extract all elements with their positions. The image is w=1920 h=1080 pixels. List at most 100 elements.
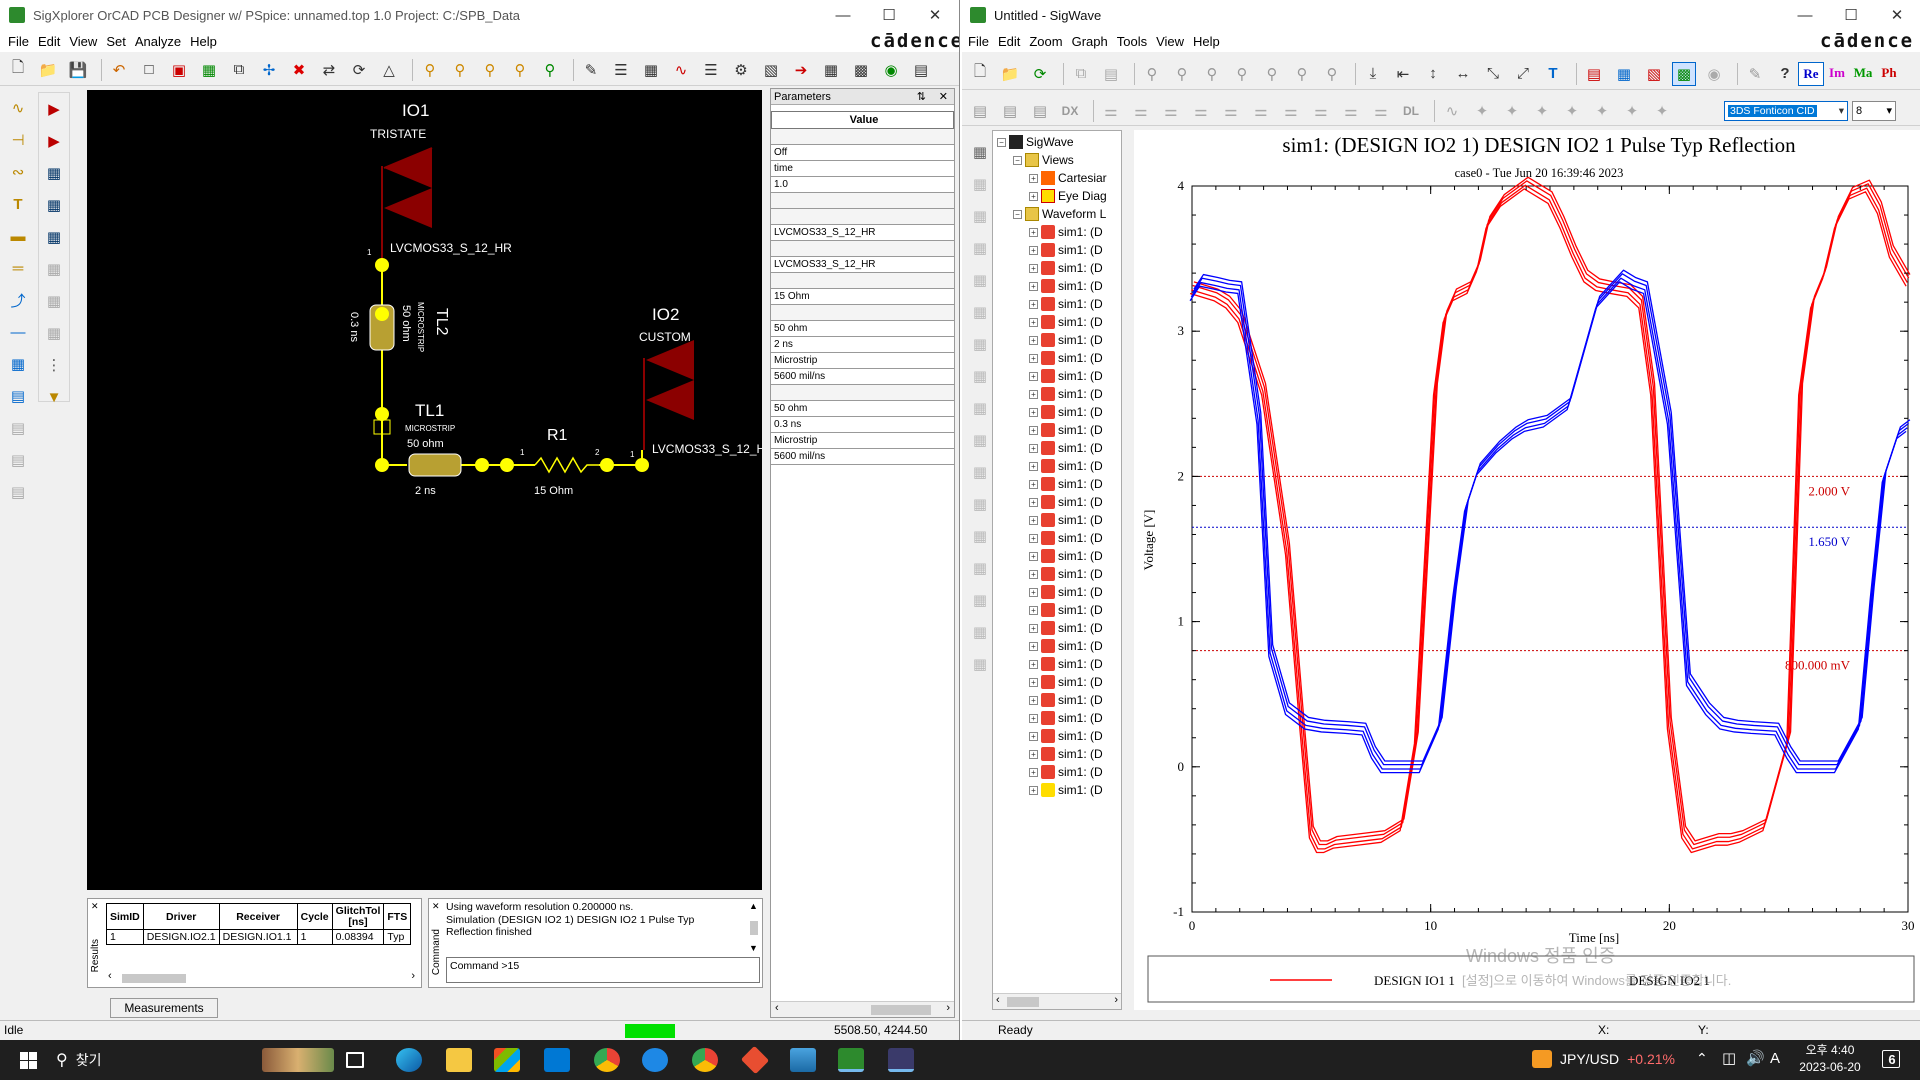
expand-icon[interactable]: + — [1029, 605, 1038, 615]
tree-waveform-item[interactable]: + sim1: (D — [997, 691, 1121, 709]
help-icon[interactable]: ? — [1780, 65, 1790, 82]
new-icon[interactable]: 🗋 — [11, 59, 25, 76]
tree-waveform-item[interactable]: + sim1: (D — [997, 421, 1121, 439]
expand-icon[interactable]: + — [1029, 677, 1038, 687]
expand-icon[interactable]: + — [1029, 353, 1038, 363]
table-icon[interactable]: ▦ — [643, 61, 659, 79]
eye-view-icon[interactable]: ▩ — [1672, 61, 1696, 86]
results-scrollbar[interactable]: ‹ › — [108, 970, 415, 983]
sigwave-taskbar-icon[interactable] — [888, 1048, 914, 1072]
expand-icon[interactable]: + — [1029, 443, 1038, 453]
parameters-scrollbar[interactable]: ‹ › — [771, 1001, 954, 1017]
tree-waveform-item[interactable]: + sim1: (D — [997, 619, 1121, 637]
notification-button[interactable]: 6 — [1880, 1048, 1904, 1072]
tree-waveform-item[interactable]: + sim1: (D — [997, 349, 1121, 367]
expand-icon[interactable]: + — [1029, 641, 1038, 651]
tree-waveform-item[interactable]: + sim1: (D — [997, 511, 1121, 529]
expand-icon[interactable]: + — [1029, 245, 1038, 255]
flip-icon[interactable]: △ — [383, 61, 395, 79]
paint-icon[interactable]: ✎ — [1748, 65, 1762, 83]
coupled-line-tool-icon[interactable]: ═ — [12, 259, 24, 277]
log-scrollbar[interactable]: ▲ ▼ — [749, 901, 758, 953]
param-row[interactable]: 2 ns — [771, 337, 954, 353]
tree-eye-diagram[interactable]: + Eye Diag — [997, 187, 1121, 205]
expand-icon[interactable]: + — [1029, 515, 1038, 525]
param-row[interactable]: 5600 mil/ns — [771, 369, 954, 385]
tree-waveform-item[interactable]: + sim1: (D — [997, 583, 1121, 601]
menu-view[interactable]: View — [1156, 33, 1185, 49]
layers-icon[interactable]: ◉ — [884, 61, 898, 79]
grid-icon[interactable]: ▦ — [823, 61, 839, 79]
menu-help[interactable]: Help — [1193, 33, 1220, 49]
menu-edit[interactable]: Edit — [997, 33, 1021, 49]
volume-icon[interactable]: 🔊 — [1746, 1050, 1765, 1067]
tree-scrollbar[interactable]: ‹ › — [993, 993, 1121, 1009]
tree-waveform-item[interactable]: + sim1: (D — [997, 223, 1121, 241]
network-icon[interactable]: ◫ — [1722, 1050, 1737, 1067]
expand-icon[interactable]: + — [1029, 407, 1038, 417]
command-input[interactable]: Command >15 — [446, 957, 760, 983]
param-row[interactable]: 0.3 ns — [771, 417, 954, 433]
param-row[interactable]: 15 Ohm — [771, 289, 954, 305]
menu-view[interactable]: View — [69, 33, 98, 49]
expand-icon[interactable]: + — [1029, 299, 1038, 309]
expand-icon[interactable]: + — [1029, 371, 1038, 381]
slope-icon[interactable]: ⤢ — [1516, 65, 1529, 82]
chart-view-icon[interactable]: ▧ — [1646, 65, 1662, 83]
tree-waveform-item[interactable]: + sim1: (D — [997, 493, 1121, 511]
search-highlight-image[interactable] — [262, 1048, 334, 1072]
maximize-button[interactable]: ☐ — [1844, 7, 1858, 24]
marker-left-icon[interactable]: ⇤ — [1396, 65, 1410, 83]
menu-analyze[interactable]: Analyze — [134, 33, 182, 49]
table-row[interactable]: 1 DESIGN.IO2.1 DESIGN.IO1.1 1 0.08394 Ty… — [106, 929, 412, 945]
sidebar-tool-1-icon[interactable]: ▦ — [972, 144, 988, 161]
delete-page-icon[interactable]: ▣ — [171, 61, 187, 79]
expand-icon[interactable]: + — [1029, 587, 1038, 597]
expand-icon[interactable]: + — [1029, 389, 1038, 399]
expand-icon[interactable]: + — [1029, 569, 1038, 579]
report-icon[interactable]: ▧ — [763, 61, 779, 79]
toggle-ma[interactable]: Ma — [1853, 65, 1873, 80]
tree-waveform-item[interactable]: + sim1: (D — [997, 385, 1121, 403]
tree-waveform-item[interactable]: + sim1: (D — [997, 259, 1121, 277]
col-fts[interactable]: FTS — [383, 903, 412, 930]
package-tool-3-icon[interactable]: ▦ — [46, 229, 62, 246]
matrix-icon[interactable]: ▩ — [853, 61, 869, 79]
marker-down-icon[interactable]: ⤓ — [1369, 65, 1377, 82]
param-row[interactable] — [771, 241, 954, 257]
tree-waveform-item[interactable]: + sim1: (D — [997, 637, 1121, 655]
package-tool-icon[interactable]: ▦ — [46, 165, 62, 182]
terminator-tool-icon[interactable]: ▼ — [46, 388, 62, 406]
measurements-tab[interactable]: Measurements — [110, 998, 218, 1018]
waveform-icon[interactable]: ∿ — [674, 61, 688, 79]
expand-icon[interactable]: + — [1029, 335, 1038, 345]
param-row[interactable]: LVCMOS33_S_12_HR — [771, 225, 954, 241]
zoom-window-icon[interactable]: ⚲ — [454, 61, 466, 79]
io2-symbol[interactable] — [643, 340, 694, 450]
param-row[interactable]: Microstrip — [771, 353, 954, 369]
expand-icon[interactable]: + — [1029, 551, 1038, 561]
open-icon[interactable]: 📁 — [1000, 65, 1020, 83]
tree-waveform-item[interactable]: + sim1: (D — [997, 403, 1121, 421]
tree-waveform-item[interactable]: + sim1: (D — [997, 277, 1121, 295]
expand-icon[interactable]: + — [1029, 767, 1038, 777]
toggle-ph[interactable]: Ph — [1881, 65, 1897, 80]
start-button[interactable] — [8, 1040, 48, 1080]
tree-waveform-item[interactable]: + sim1: (D — [997, 547, 1121, 565]
ticker-widget[interactable]: JPY/USD +0.21% — [1532, 1050, 1675, 1068]
expand-icon[interactable]: + — [1029, 425, 1038, 435]
tree-waveform-item[interactable]: + sim1: (D — [997, 313, 1121, 331]
tree-waveform-item[interactable]: + sim1: (D — [997, 439, 1121, 457]
tree-cartesian[interactable]: + Cartesiar — [997, 169, 1121, 187]
mail-icon[interactable] — [544, 1048, 570, 1072]
page-icon[interactable]: □ — [144, 61, 154, 78]
text-icon[interactable]: T — [1548, 65, 1558, 82]
col-glitchtol[interactable]: GlitchTol [ns] — [331, 903, 385, 930]
waveform-plot-area[interactable]: 2.000 V 1.650 V 800.000 mV 0 10 20 30 -1 0 1 2 3 4 … — [1134, 130, 1920, 1010]
open-icon[interactable]: 📁 — [38, 61, 58, 79]
git-icon[interactable] — [740, 1045, 770, 1075]
io-driver-tool-icon[interactable]: ▶ — [48, 133, 60, 150]
tree-waveform-item[interactable]: + sim1: (D — [997, 529, 1121, 547]
wire-tool-icon[interactable]: — — [10, 323, 26, 341]
minimize-button[interactable]: — — [835, 6, 851, 24]
